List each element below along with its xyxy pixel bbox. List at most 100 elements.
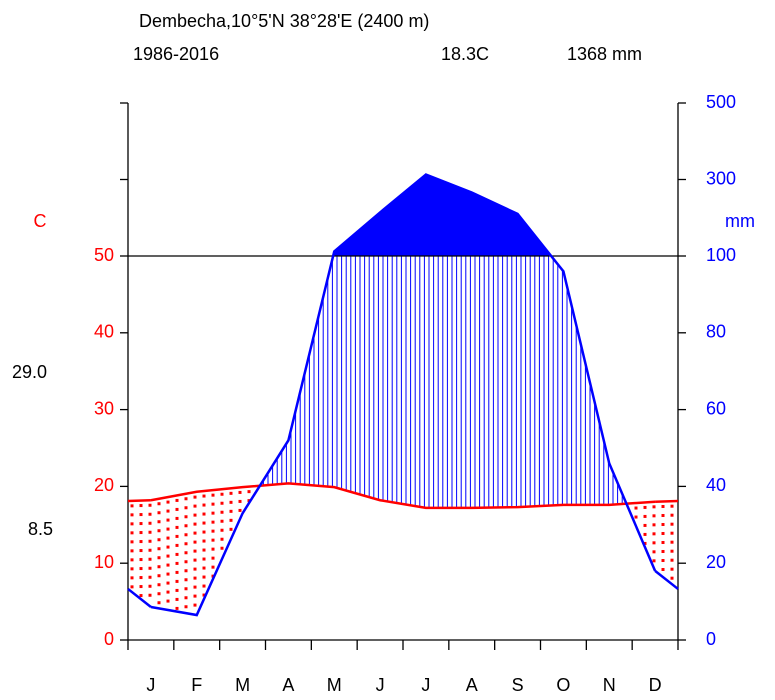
y2-tick-label: 0 bbox=[706, 629, 716, 649]
dry-dot bbox=[193, 576, 197, 580]
dry-dot bbox=[661, 540, 665, 544]
dry-dot bbox=[652, 550, 656, 554]
dry-dot bbox=[193, 513, 197, 517]
dry-dot bbox=[652, 505, 656, 509]
dry-dot bbox=[157, 592, 161, 596]
x-tick-label: A bbox=[282, 675, 294, 695]
dry-dot bbox=[139, 522, 143, 526]
dry-dot bbox=[184, 569, 188, 573]
dry-dot bbox=[157, 565, 161, 569]
wet-fill bbox=[128, 174, 678, 256]
y-tick-label: 20 bbox=[94, 475, 114, 495]
dry-dot bbox=[184, 551, 188, 555]
dry-dot bbox=[157, 547, 161, 551]
dry-dot bbox=[166, 563, 170, 567]
dry-dot bbox=[229, 509, 233, 513]
line-wrap bbox=[127, 587, 152, 608]
dry-dot bbox=[157, 529, 161, 533]
mean-temperature: 18.3C bbox=[441, 44, 489, 64]
dry-dot bbox=[202, 539, 206, 543]
dry-dot bbox=[211, 538, 215, 542]
dry-dot bbox=[193, 585, 197, 589]
dry-dot bbox=[670, 522, 674, 526]
dry-dot bbox=[211, 556, 215, 560]
dry-dot bbox=[238, 499, 242, 503]
dry-dot bbox=[247, 490, 251, 494]
dry-dot bbox=[175, 525, 179, 529]
dry-dot bbox=[652, 523, 656, 527]
x-tick-label: O bbox=[556, 675, 570, 695]
dry-dot bbox=[175, 507, 179, 511]
dry-dot bbox=[220, 537, 224, 541]
dry-dot bbox=[166, 572, 170, 576]
dry-dot bbox=[184, 596, 188, 600]
dry-dot bbox=[202, 557, 206, 561]
dry-dot bbox=[202, 575, 206, 579]
x-tick-label: F bbox=[191, 675, 202, 695]
dry-dot bbox=[670, 567, 674, 571]
dry-dot bbox=[148, 575, 152, 579]
dry-dot bbox=[202, 503, 206, 507]
dry-dot bbox=[220, 510, 224, 514]
dry-dot bbox=[202, 566, 206, 570]
dry-dot bbox=[184, 524, 188, 528]
dry-dot bbox=[139, 594, 143, 598]
dry-dot bbox=[670, 558, 674, 562]
dry-dot bbox=[166, 527, 170, 531]
dry-dot bbox=[166, 518, 170, 522]
dry-dot bbox=[634, 506, 638, 510]
dry-dot bbox=[670, 576, 674, 580]
dry-dot bbox=[211, 565, 215, 569]
dry-dot bbox=[148, 539, 152, 543]
dry-dot bbox=[238, 508, 242, 512]
dry-dot bbox=[184, 587, 188, 591]
dry-dot bbox=[229, 500, 233, 504]
dry-dot bbox=[175, 516, 179, 520]
dry-dot bbox=[139, 585, 143, 589]
dry-dot bbox=[229, 518, 233, 522]
y-tick-label: 30 bbox=[94, 398, 114, 418]
dry-dot bbox=[643, 514, 647, 518]
x-tick-label: J bbox=[376, 675, 385, 695]
dry-dot bbox=[175, 534, 179, 538]
dry-dot bbox=[166, 590, 170, 594]
y2-tick-label: 20 bbox=[706, 552, 726, 572]
dry-dot bbox=[184, 560, 188, 564]
y-tick-label: 10 bbox=[94, 552, 114, 572]
annotation: 29.0 bbox=[12, 362, 47, 382]
dry-dot bbox=[643, 523, 647, 527]
dry-dot bbox=[148, 512, 152, 516]
annotation: 8.5 bbox=[28, 519, 53, 539]
dry-dot bbox=[175, 579, 179, 583]
dry-dot bbox=[148, 566, 152, 570]
dry-dot bbox=[193, 558, 197, 562]
dry-dot bbox=[670, 513, 674, 517]
dry-dot bbox=[166, 509, 170, 513]
y-axis-label: C bbox=[34, 211, 47, 231]
dry-dot bbox=[202, 521, 206, 525]
x-tick-label: M bbox=[327, 675, 342, 695]
x-tick-label: M bbox=[235, 675, 250, 695]
dry-dot bbox=[652, 532, 656, 536]
x-tick-label: J bbox=[146, 675, 155, 695]
dry-dot bbox=[634, 515, 638, 519]
dry-dot bbox=[175, 498, 179, 502]
dry-dot bbox=[670, 540, 674, 544]
dry-dot bbox=[643, 541, 647, 545]
dry-dot bbox=[211, 520, 215, 524]
dry-dot bbox=[202, 512, 206, 516]
dry-dot bbox=[193, 540, 197, 544]
dry-dot bbox=[202, 530, 206, 534]
y-tick-label: 50 bbox=[94, 245, 114, 265]
dry-dot bbox=[193, 504, 197, 508]
dry-dot bbox=[220, 528, 224, 532]
dry-dot bbox=[661, 504, 665, 508]
dry-dot bbox=[670, 549, 674, 553]
dry-dot bbox=[139, 513, 143, 517]
dry-dot bbox=[175, 543, 179, 547]
dry-dot bbox=[661, 558, 665, 562]
period: 1986-2016 bbox=[133, 44, 219, 64]
dry-dot bbox=[157, 502, 161, 506]
dry-dot bbox=[148, 503, 152, 507]
